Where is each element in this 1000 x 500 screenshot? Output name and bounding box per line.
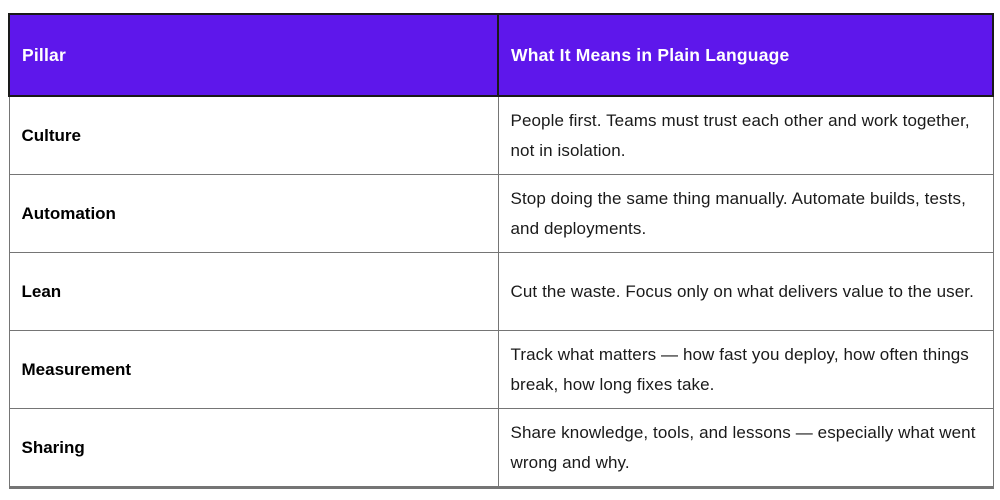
meaning-cell: Track what matters — how fast you deploy… (497, 330, 994, 409)
meaning-cell: Stop doing the same thing manually. Auto… (497, 174, 994, 253)
header-row: Pillar What It Means in Plain Language (8, 13, 994, 97)
table-row: Automation Stop doing the same thing man… (8, 174, 994, 253)
pillar-cell: Measurement (8, 330, 499, 409)
table-row: Culture People first. Teams must trust e… (8, 95, 994, 175)
meaning-cell: People first. Teams must trust each othe… (497, 95, 994, 175)
devops-pillars-table: Pillar What It Means in Plain Language C… (8, 13, 994, 489)
meaning-cell: Cut the waste. Focus only on what delive… (497, 252, 994, 331)
table-row: Sharing Share knowledge, tools, and less… (8, 408, 994, 489)
pillar-cell: Culture (8, 95, 499, 175)
column-header-meaning: What It Means in Plain Language (497, 13, 994, 97)
table-row: Measurement Track what matters — how fas… (8, 330, 994, 409)
column-header-pillar: Pillar (8, 13, 499, 97)
pillar-cell: Sharing (8, 408, 499, 489)
pillar-cell: Lean (8, 252, 499, 331)
table-row: Lean Cut the waste. Focus only on what d… (8, 252, 994, 331)
meaning-cell: Share knowledge, tools, and lessons — es… (497, 408, 994, 489)
pillar-cell: Automation (8, 174, 499, 253)
